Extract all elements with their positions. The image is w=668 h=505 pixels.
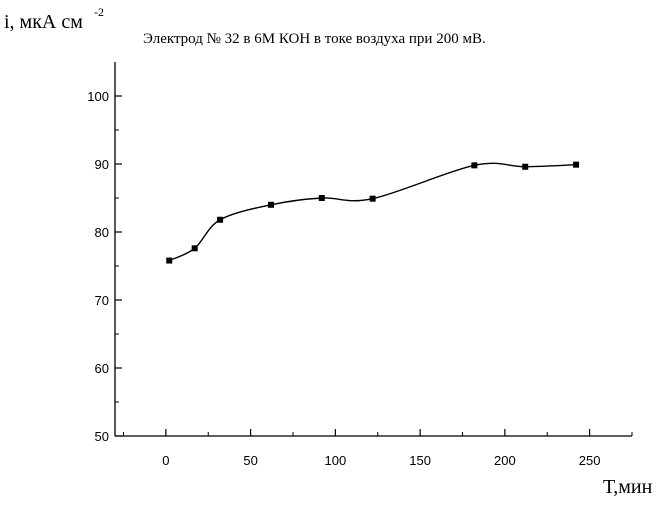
y-tick-label: 60 [95, 361, 109, 376]
axes: 50 60 70 80 90 100 0 50 100 150 200 250 [87, 62, 632, 468]
chart-title-text: Электрод № 32 в 6М КОН в токе воздуха пр… [143, 31, 486, 47]
data-point [370, 196, 376, 202]
y-tick-label: 50 [95, 429, 109, 444]
y-tick-label: 70 [95, 293, 109, 308]
data-point [471, 162, 477, 168]
y-axis-label-exponent: -2 [94, 5, 104, 19]
data-point [522, 164, 528, 170]
x-tick-label: 50 [243, 453, 257, 468]
series-line [169, 163, 576, 260]
y-tick-label: 80 [95, 225, 109, 240]
data-point [573, 162, 579, 168]
y-axis-label-main: i, мкА см [4, 11, 83, 33]
y-tick-label: 90 [95, 157, 109, 172]
x-tick-label: 150 [409, 453, 431, 468]
x-axis-label-text: Т,мин [603, 476, 653, 498]
data-point [166, 258, 172, 264]
y-axis-label: i, мкА см -2 [4, 5, 104, 33]
data-point [217, 217, 223, 223]
x-tick-label: 250 [579, 453, 601, 468]
data-point [319, 195, 325, 201]
x-axis-label: Т,мин [603, 476, 653, 498]
chart-title: Электрод № 32 в 6М КОН в токе воздуха пр… [143, 31, 486, 47]
data-point [268, 202, 274, 208]
x-tick-label: 200 [494, 453, 516, 468]
data-point [192, 245, 198, 251]
series [166, 162, 579, 264]
y-tick-label: 100 [87, 89, 109, 104]
x-tick-label: 100 [325, 453, 347, 468]
x-tick-label: 0 [162, 453, 169, 468]
